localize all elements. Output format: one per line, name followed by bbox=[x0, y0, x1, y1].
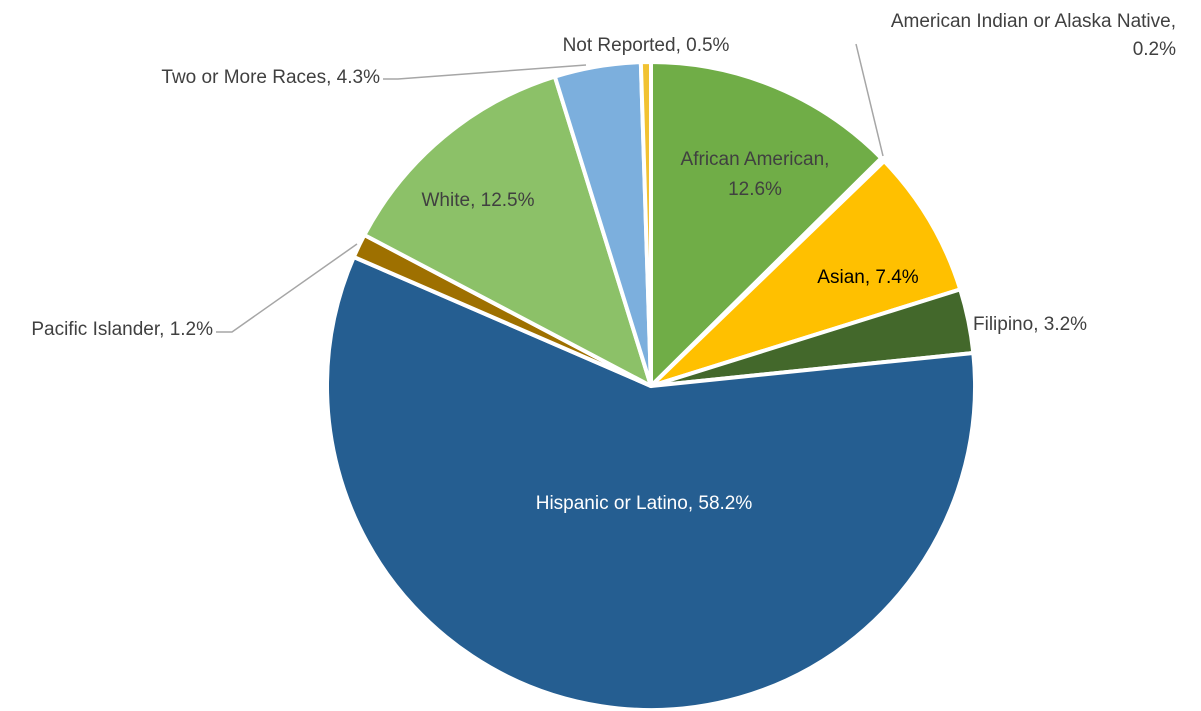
data-label-line: American Indian or Alaska Native, bbox=[891, 11, 1176, 32]
data-label-two-or-more-races: Two or More Races, 4.3% bbox=[161, 67, 380, 88]
data-label-african-american: African American, 12.6% bbox=[681, 149, 830, 200]
data-label-filipino: Filipino, 3.2% bbox=[973, 314, 1087, 335]
pie-slice-hispanic-or-latino bbox=[325, 254, 977, 711]
data-label-line: Asian, 7.4% bbox=[817, 267, 918, 288]
data-label-white: White, 12.5% bbox=[422, 190, 535, 211]
leader-line-pacific-islander bbox=[216, 243, 358, 333]
data-label-line: Filipino, 3.2% bbox=[973, 314, 1087, 335]
pie-slice-african-american bbox=[649, 60, 884, 388]
data-label-line: African American, bbox=[681, 149, 830, 170]
data-label-asian: Asian, 7.4% bbox=[817, 267, 918, 288]
pie-slice-white bbox=[362, 74, 653, 388]
data-label-line: Two or More Races, 4.3% bbox=[161, 67, 380, 88]
data-label-line: White, 12.5% bbox=[422, 190, 535, 211]
data-label-line: Pacific Islander, 1.2% bbox=[31, 319, 213, 340]
data-label-line: 12.6% bbox=[728, 179, 782, 200]
data-label-american-indian-or-alaska-native: American Indian or Alaska Native, 0.2% bbox=[891, 11, 1176, 60]
data-label-line: Hispanic or Latino, 58.2% bbox=[536, 493, 753, 514]
data-label-hispanic-or-latino: Hispanic or Latino, 58.2% bbox=[536, 493, 753, 514]
data-label-pacific-islander: Pacific Islander, 1.2% bbox=[31, 319, 213, 340]
pie-slice-asian bbox=[649, 159, 963, 388]
leader-line-two-or-more-races bbox=[383, 64, 587, 80]
leader-line-american-indian-or-alaska-native bbox=[855, 43, 884, 157]
data-label-not-reported: Not Reported, 0.5% bbox=[563, 35, 730, 56]
pie-slice-not-reported bbox=[638, 60, 653, 388]
data-label-line: 0.2% bbox=[1133, 39, 1176, 60]
data-label-line: Not Reported, 0.5% bbox=[563, 35, 730, 56]
